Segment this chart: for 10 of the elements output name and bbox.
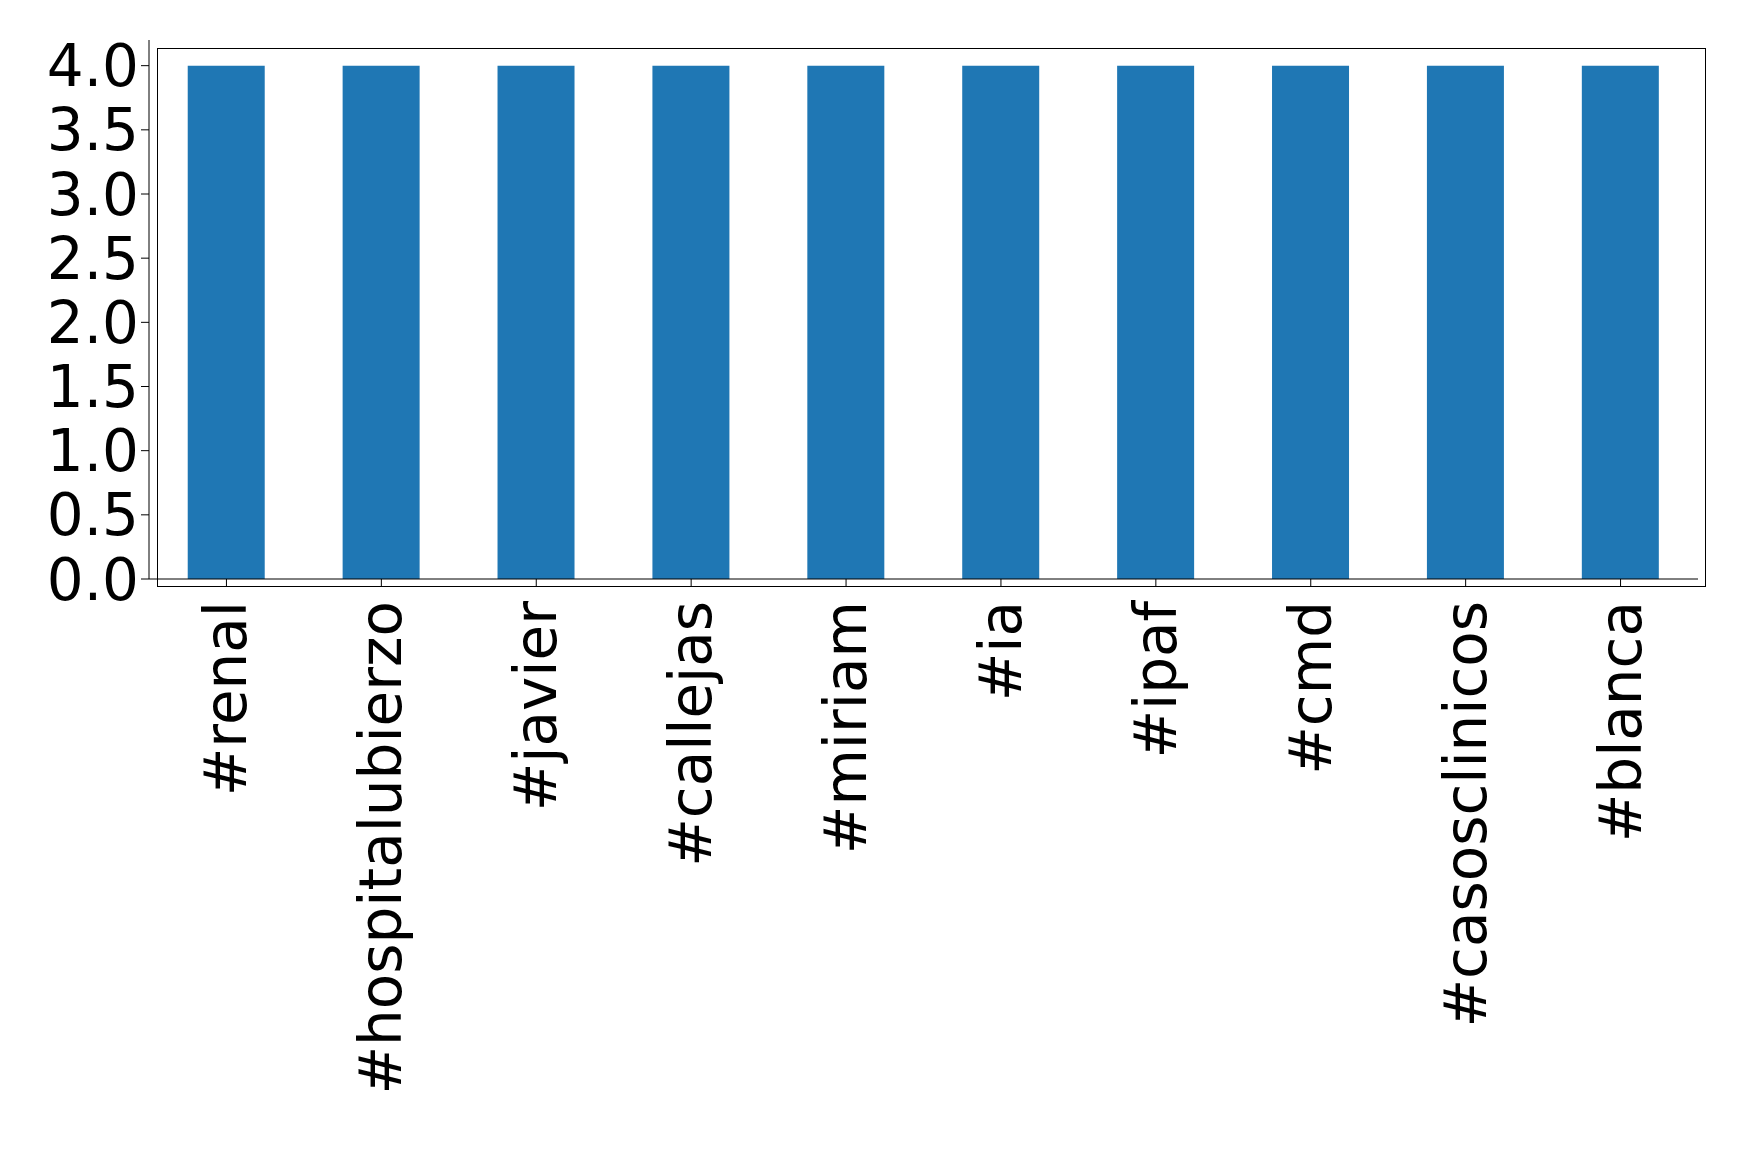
x-tick-label: #ia xyxy=(966,601,1035,702)
x-tick-label: #casosclinicos xyxy=(1431,601,1500,1028)
x-tick-label: #ipaf xyxy=(1121,599,1190,759)
x-tick-label: #renal xyxy=(192,601,261,797)
x-tick-label: #javier xyxy=(502,600,571,812)
x-tick-label: #blanca xyxy=(1586,601,1655,843)
x-tick-label: #callejas xyxy=(657,601,726,867)
x-tick-label: #cmd xyxy=(1276,601,1345,775)
x-tick-label: #miriam xyxy=(812,601,881,855)
x-tick-label: #hospitalubierzo xyxy=(347,601,416,1095)
